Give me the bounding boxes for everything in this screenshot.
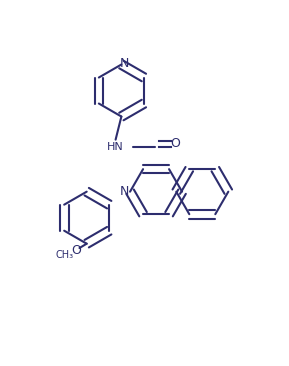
Text: O: O — [170, 138, 180, 150]
Text: N: N — [120, 185, 129, 198]
Text: CH₃: CH₃ — [56, 250, 74, 260]
Text: N: N — [120, 57, 129, 70]
Text: HN: HN — [107, 142, 124, 152]
Text: O: O — [72, 244, 81, 257]
